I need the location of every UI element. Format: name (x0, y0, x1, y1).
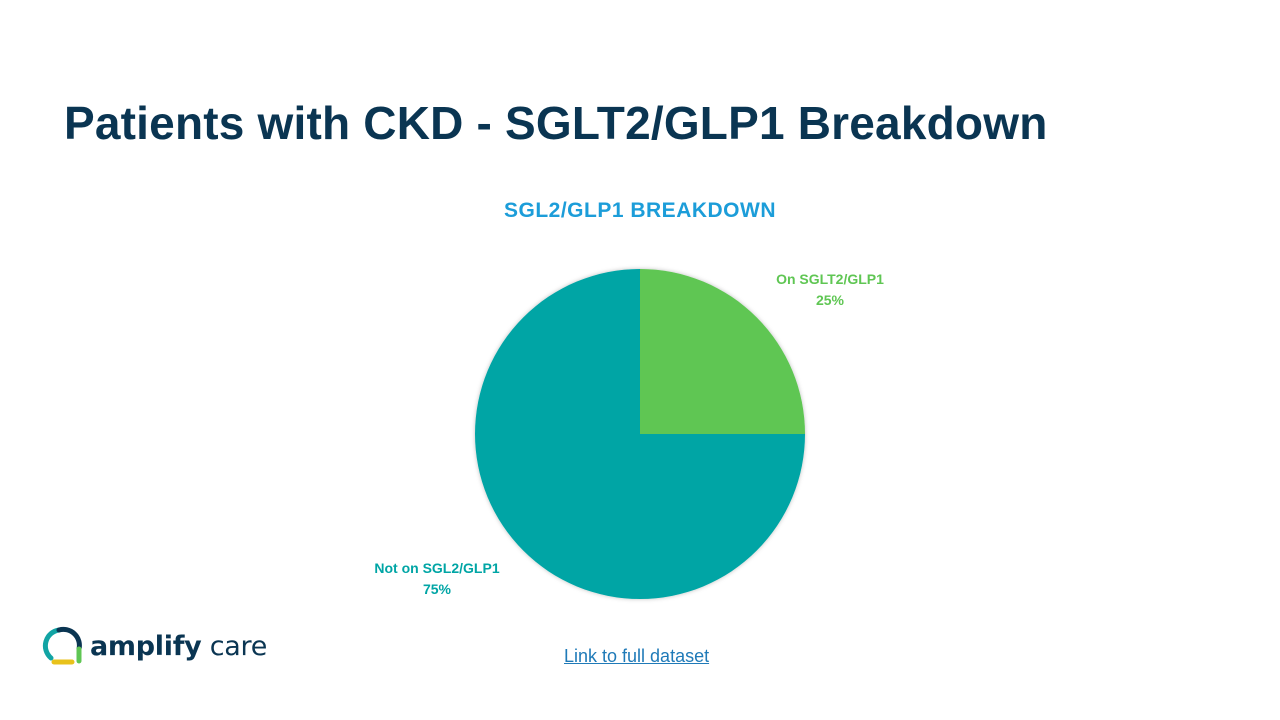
logo-mark-icon (42, 626, 82, 665)
slide-title: Patients with CKD - SGLT2/GLP1 Breakdown (64, 97, 1048, 149)
slice-label-on: On SGLT2/GLP1 25% (760, 269, 900, 311)
chart-title: SGL2/GLP1 BREAKDOWN (503, 199, 777, 222)
pie-slice-on-sglt2-glp1 (640, 269, 805, 434)
full-dataset-link[interactable]: Link to full dataset (564, 646, 710, 666)
slice-label-on-name: On SGLT2/GLP1 (776, 271, 884, 287)
amplify-care-logo: amplify care (42, 624, 267, 668)
slice-label-not-on: Not on SGL2/GLP1 75% (352, 558, 522, 600)
slice-label-on-value: 25% (815, 292, 845, 308)
logo-text: amplify care (90, 631, 267, 662)
slice-label-not-on-name: Not on SGL2/GLP1 (374, 560, 500, 576)
logo-word-amplify: amplify (90, 630, 202, 662)
slice-label-not-on-value: 75% (422, 581, 452, 597)
logo-word-care: care (209, 630, 268, 662)
pie-slice-not-on-sgl2-glp1 (475, 269, 805, 599)
